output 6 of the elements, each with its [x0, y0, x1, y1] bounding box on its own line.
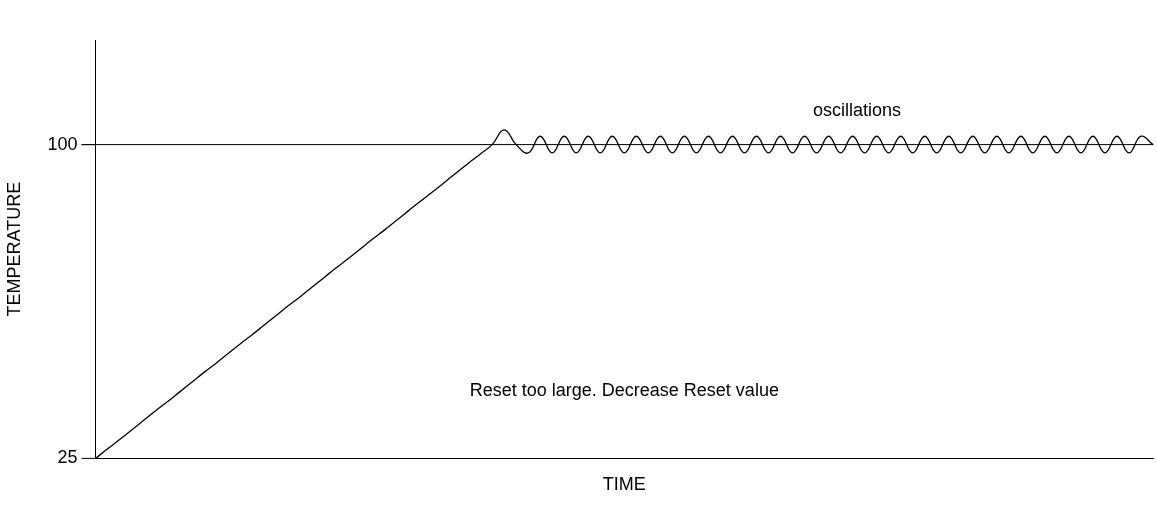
x-axis-title: TIME: [602, 474, 646, 495]
y-axis-title: TEMPERATURE: [3, 181, 24, 317]
y-tick-label: 100: [47, 133, 78, 154]
annotation: Reset too large. Decrease Reset value: [469, 380, 779, 401]
y-tick-label: 25: [57, 447, 78, 468]
annotation: oscillations: [812, 100, 901, 121]
